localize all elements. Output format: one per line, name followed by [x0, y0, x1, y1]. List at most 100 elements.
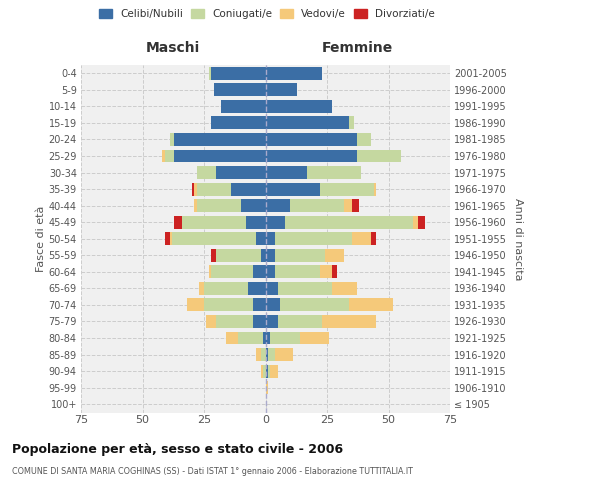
Bar	[265, 133, 356, 146]
Bar	[253, 266, 265, 278]
Bar	[263, 364, 265, 378]
Bar	[320, 182, 374, 196]
Bar	[275, 266, 320, 278]
Bar	[170, 232, 172, 245]
Bar	[268, 348, 275, 361]
Bar	[211, 116, 265, 130]
Bar	[253, 298, 265, 312]
Bar	[265, 249, 275, 262]
Bar	[260, 249, 265, 262]
Bar	[175, 133, 265, 146]
Bar	[209, 266, 211, 278]
Text: Maschi: Maschi	[146, 40, 200, 54]
Bar	[216, 315, 253, 328]
Bar	[352, 199, 359, 212]
Bar	[231, 182, 265, 196]
Bar	[260, 364, 263, 378]
Bar	[344, 199, 352, 212]
Bar	[246, 216, 265, 228]
Bar	[271, 364, 278, 378]
Bar	[322, 315, 376, 328]
Bar	[265, 381, 268, 394]
Bar	[204, 298, 253, 312]
Bar	[265, 232, 275, 245]
Bar	[265, 166, 307, 179]
Bar	[290, 199, 344, 212]
Bar	[217, 166, 265, 179]
Bar	[197, 199, 241, 212]
Bar	[164, 232, 170, 245]
Bar	[265, 100, 332, 113]
Bar	[332, 266, 337, 278]
Text: Femmine: Femmine	[322, 40, 394, 54]
Bar	[209, 67, 211, 80]
Bar	[226, 332, 238, 344]
Bar	[265, 348, 268, 361]
Bar	[271, 332, 300, 344]
Bar	[214, 84, 265, 96]
Bar	[285, 216, 413, 228]
Bar	[199, 282, 204, 295]
Bar	[265, 282, 278, 295]
Bar	[256, 348, 260, 361]
Bar	[413, 216, 418, 228]
Bar	[162, 150, 164, 162]
Bar	[265, 150, 356, 162]
Bar	[253, 315, 265, 328]
Bar	[216, 249, 260, 262]
Bar	[265, 298, 280, 312]
Bar	[418, 216, 425, 228]
Bar	[352, 232, 371, 245]
Bar	[241, 199, 265, 212]
Bar	[164, 150, 175, 162]
Bar	[175, 216, 182, 228]
Bar	[263, 332, 265, 344]
Bar	[307, 166, 361, 179]
Bar	[192, 182, 194, 196]
Bar	[265, 315, 278, 328]
Text: Popolazione per età, sesso e stato civile - 2006: Popolazione per età, sesso e stato civil…	[12, 442, 343, 456]
Bar	[204, 282, 248, 295]
Bar	[194, 199, 197, 212]
Bar	[172, 232, 256, 245]
Bar	[332, 282, 356, 295]
Bar	[211, 67, 265, 80]
Bar	[356, 133, 371, 146]
Bar	[268, 364, 271, 378]
Bar	[265, 67, 322, 80]
Bar	[275, 249, 325, 262]
Bar	[265, 364, 268, 378]
Bar	[356, 150, 401, 162]
Bar	[182, 216, 246, 228]
Bar	[211, 266, 253, 278]
Bar	[278, 282, 332, 295]
Bar	[325, 249, 344, 262]
Bar	[194, 182, 197, 196]
Bar	[265, 266, 275, 278]
Legend: Celibi/Nubili, Coniugati/e, Vedovi/e, Divorziati/e: Celibi/Nubili, Coniugati/e, Vedovi/e, Di…	[95, 5, 439, 24]
Bar	[211, 249, 217, 262]
Bar	[275, 232, 352, 245]
Bar	[349, 298, 394, 312]
Bar	[265, 332, 271, 344]
Bar	[238, 332, 263, 344]
Y-axis label: Anni di nascita: Anni di nascita	[512, 198, 523, 280]
Bar	[260, 348, 265, 361]
Bar	[265, 216, 285, 228]
Bar	[187, 298, 204, 312]
Bar	[265, 199, 290, 212]
Bar	[275, 348, 293, 361]
Bar	[265, 116, 349, 130]
Bar	[206, 315, 217, 328]
Text: COMUNE DI SANTA MARIA COGHINAS (SS) - Dati ISTAT 1° gennaio 2006 - Elaborazione : COMUNE DI SANTA MARIA COGHINAS (SS) - Da…	[12, 468, 413, 476]
Bar	[371, 232, 376, 245]
Bar	[349, 116, 354, 130]
Bar	[197, 182, 231, 196]
Bar	[278, 315, 322, 328]
Bar	[265, 84, 298, 96]
Bar	[175, 150, 265, 162]
Y-axis label: Fasce di età: Fasce di età	[35, 206, 46, 272]
Bar	[248, 282, 265, 295]
Bar	[320, 266, 332, 278]
Bar	[300, 332, 329, 344]
